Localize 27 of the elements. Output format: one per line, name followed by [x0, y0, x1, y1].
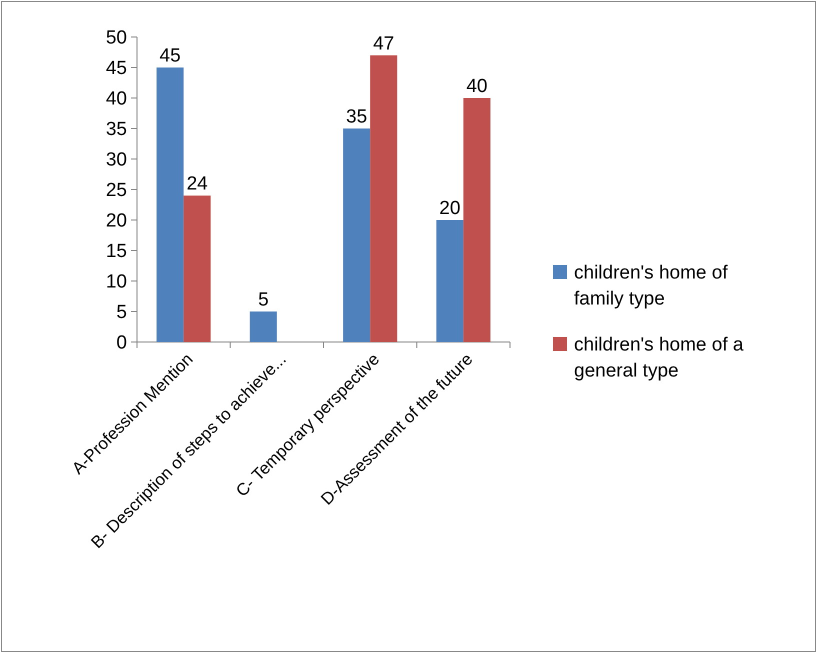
y-tick-label: 30: [106, 150, 127, 171]
data-label: 45: [160, 46, 181, 66]
data-label: 47: [373, 33, 394, 54]
bar: [436, 220, 464, 342]
y-tick-label: 45: [106, 58, 127, 80]
data-label: 40: [466, 76, 488, 97]
bar: [343, 128, 370, 342]
y-tick-label: 40: [106, 88, 127, 110]
y-tick-label: 50: [106, 28, 127, 49]
y-tick-label: 5: [116, 302, 127, 324]
y-tick-label: 35: [106, 119, 127, 140]
bar: [370, 55, 398, 342]
data-label: 5: [258, 290, 269, 310]
y-tick-label: 25: [106, 180, 127, 202]
y-tick-label: 0: [116, 332, 127, 354]
legend-label: children's home of a general type: [574, 334, 744, 382]
data-label: 20: [439, 198, 460, 219]
bar: [184, 196, 211, 342]
legend-label: children's home of family type: [574, 262, 728, 310]
bar: [156, 68, 184, 342]
y-tick-label: 20: [106, 210, 127, 232]
bar: [463, 98, 490, 342]
y-tick-label: 15: [106, 241, 127, 262]
bar: [250, 312, 277, 342]
data-label: 35: [346, 106, 368, 128]
y-tick-label: 10: [106, 272, 127, 293]
data-label: 24: [186, 174, 208, 195]
